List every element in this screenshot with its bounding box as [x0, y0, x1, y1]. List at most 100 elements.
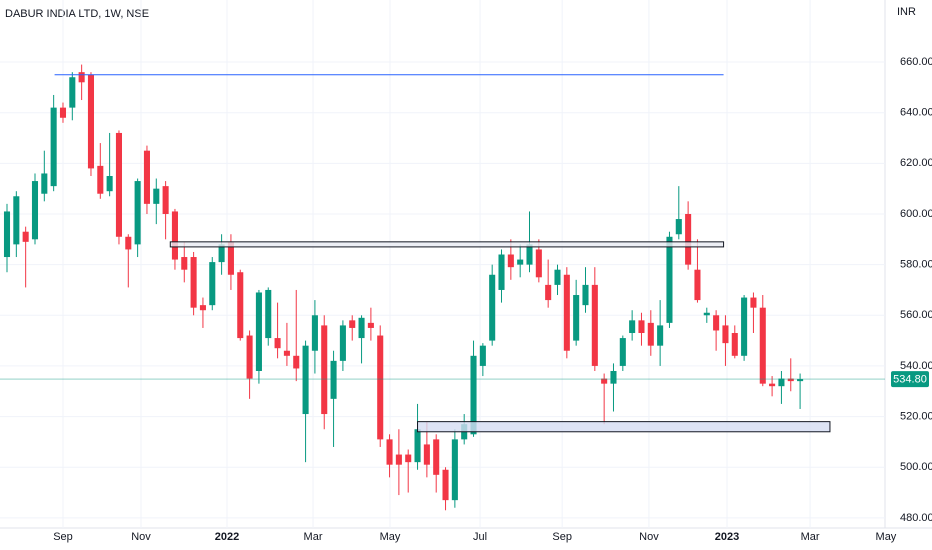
candle-body [41, 173, 48, 194]
candle-body [713, 315, 720, 331]
x-tick-label: 2023 [715, 531, 739, 543]
candle-body [797, 379, 804, 382]
last-price-tag [891, 371, 929, 388]
candle-body [722, 325, 729, 344]
y-tick-label: 520.00 [900, 410, 932, 422]
x-tick-label: Mar [304, 531, 323, 543]
candle-body [274, 338, 281, 349]
candle-body [395, 454, 402, 465]
y-tick-label: 500.00 [900, 461, 932, 473]
candle-body [703, 312, 710, 316]
candle-body [675, 219, 682, 235]
candle-body [405, 454, 412, 463]
candle-body [545, 284, 552, 301]
candle-body [647, 322, 654, 346]
candle-body [209, 262, 216, 306]
x-tick-label: May [876, 531, 897, 543]
candle-body [666, 236, 673, 323]
zone-box [169, 241, 725, 248]
x-tick-label: Sep [53, 531, 73, 543]
candle-body [171, 211, 178, 260]
chart-title: DABUR INDIA LTD, 1W, NSE [5, 8, 149, 20]
candle-body [349, 320, 356, 328]
candle-body [125, 236, 132, 250]
candle-body [143, 150, 150, 204]
candle-body [563, 274, 570, 351]
candle-body [498, 254, 505, 290]
candle-body [414, 429, 421, 463]
x-tick-label: May [380, 531, 401, 543]
candle-body [162, 186, 169, 214]
candle-body [69, 77, 76, 108]
candle-body [554, 269, 561, 285]
candle-body [31, 181, 39, 240]
candle-body [134, 181, 141, 245]
x-tick-label: Nov [639, 531, 659, 543]
x-tick-label: 2022 [215, 531, 239, 543]
candle-body [78, 72, 85, 83]
candle-body [685, 213, 692, 265]
candle-body [433, 439, 440, 475]
candle-body [302, 345, 309, 415]
candle-body [227, 241, 234, 275]
candle-body [190, 257, 197, 308]
candle-body [610, 370, 617, 384]
candle-body [153, 188, 160, 204]
candle-body [582, 284, 589, 306]
candle-body [489, 274, 496, 341]
candle-body [377, 335, 384, 440]
axis-unit: INR [897, 6, 916, 18]
candle-body [97, 165, 104, 194]
candle-body [106, 176, 113, 192]
candle-body [479, 345, 486, 366]
y-tick-label: 600.00 [900, 208, 932, 220]
candle-body [13, 196, 20, 245]
candle-body [638, 320, 645, 334]
candle-body [311, 315, 318, 351]
candle-body [759, 307, 766, 384]
candle-body [423, 444, 430, 465]
candle-body [386, 439, 393, 465]
candle-body [87, 74, 95, 169]
candle-body [283, 350, 290, 356]
candle-body [591, 284, 598, 366]
candle-body [218, 244, 225, 263]
y-tick-label: 480.00 [900, 512, 932, 524]
candle-body [573, 295, 580, 341]
candle-body [237, 272, 244, 339]
candle-body [535, 249, 542, 278]
candle-body [50, 107, 57, 187]
candle-body [293, 355, 300, 369]
candle-body [321, 325, 328, 415]
y-tick-label: 620.00 [900, 157, 932, 169]
candle-body [694, 269, 701, 301]
y-tick-label: 560.00 [900, 309, 932, 321]
y-tick-label: 640.00 [900, 107, 932, 119]
candle-body [255, 292, 262, 371]
candle-body [339, 325, 346, 361]
candle-body [470, 355, 477, 435]
candle-body [601, 378, 608, 384]
candle-body [330, 360, 337, 399]
candle-body [358, 317, 365, 339]
candle-body [750, 297, 757, 308]
candle-body [199, 305, 206, 311]
y-tick-label: 540.00 [900, 360, 932, 372]
x-tick-label: Mar [801, 531, 820, 543]
candle-body [787, 378, 794, 382]
candle-body [526, 244, 533, 265]
x-tick-label: Sep [552, 531, 572, 543]
candle-body [769, 383, 776, 387]
candle-body [657, 325, 664, 346]
candle-body [619, 338, 626, 366]
candle-body [451, 439, 458, 501]
candle-body [246, 335, 253, 379]
x-tick-label: Jul [473, 531, 487, 543]
y-tick-label: 660.00 [900, 56, 932, 68]
candle-body [367, 322, 374, 328]
candle-body [22, 231, 29, 242]
zone-box [417, 421, 831, 433]
x-tick-label: Nov [131, 531, 151, 543]
